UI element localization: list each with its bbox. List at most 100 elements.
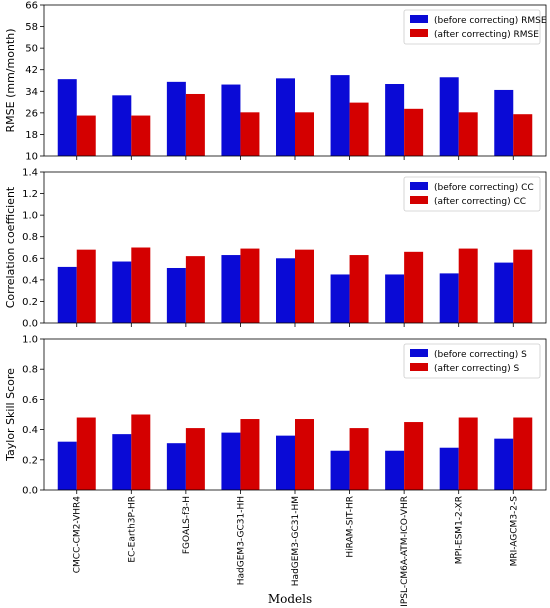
legend-swatch-before bbox=[410, 349, 428, 357]
bar-after-8 bbox=[458, 112, 478, 156]
legend-entry-after: (after correcting) S bbox=[434, 364, 519, 374]
y-tick-label: 0.0 bbox=[22, 319, 38, 330]
y-tick-label: 58 bbox=[25, 22, 38, 33]
legend-entry-before: (before correcting) CC bbox=[434, 183, 534, 193]
bar-after-1 bbox=[76, 115, 96, 156]
legend-entry-before: (before correcting) RMSE bbox=[434, 16, 547, 26]
bar-before-2 bbox=[112, 95, 132, 156]
bar-after-3 bbox=[185, 256, 205, 323]
legend-swatch-before bbox=[410, 182, 428, 190]
legend-swatch-after bbox=[410, 29, 428, 37]
bar-after-2 bbox=[131, 247, 151, 323]
y-tick-label: 0.0 bbox=[22, 486, 38, 497]
bar-before-1 bbox=[57, 441, 77, 490]
bar-before-1 bbox=[57, 266, 77, 323]
y-tick-label: 34 bbox=[25, 87, 38, 98]
y-tick-label: 0.8 bbox=[22, 232, 38, 243]
bar-after-1 bbox=[76, 417, 96, 490]
bar-after-9 bbox=[513, 249, 533, 323]
legend: (before correcting) CC (after correcting)… bbox=[403, 176, 541, 212]
bar-before-8 bbox=[439, 273, 459, 323]
bar-before-9 bbox=[494, 262, 514, 323]
panel-3: 0.0 0.2 0.4 0.6 0.8 1.0 Taylor Skill Score (bef… bbox=[4, 335, 547, 497]
x-tick-label: IPSL-CM6A-ATM-ICO-VHR bbox=[400, 496, 410, 607]
y-tick-label: 1.2 bbox=[22, 189, 38, 200]
x-tick-label: CMCC-CM2-VHR4 bbox=[73, 496, 83, 574]
bar-after-6 bbox=[349, 428, 369, 490]
bar-before-9 bbox=[494, 438, 514, 490]
bar-before-4 bbox=[221, 432, 241, 490]
bar-before-6 bbox=[330, 75, 350, 156]
bar-before-3 bbox=[166, 443, 186, 490]
legend-entry-before: (before correcting) S bbox=[434, 350, 527, 360]
bar-before-8 bbox=[439, 77, 459, 156]
legend-box bbox=[403, 176, 541, 212]
legend-entry-after: (after correcting) RMSE bbox=[434, 30, 539, 40]
bar-after-4 bbox=[240, 112, 260, 156]
bar-before-8 bbox=[439, 447, 459, 490]
x-tick-label: EC-Earth3P-HR bbox=[127, 496, 137, 563]
y-tick-label: 18 bbox=[25, 130, 38, 141]
y-tick-label: 10 bbox=[25, 152, 38, 163]
y-axis-label: Correlation coefficient bbox=[4, 186, 17, 308]
bar-after-4 bbox=[240, 248, 260, 323]
bar-before-6 bbox=[330, 274, 350, 323]
panel-1: 10 18 26 34 42 50 58 66 RMSE (mm/month) (before c… bbox=[4, 1, 547, 163]
bar-before-6 bbox=[330, 450, 350, 490]
y-tick-label: 26 bbox=[25, 108, 38, 119]
bar-before-5 bbox=[276, 435, 295, 490]
x-tick-label: HadGEM3-GC31-HH bbox=[236, 496, 246, 585]
y-tick-label: 1.0 bbox=[22, 335, 38, 346]
y-tick-label: 0.8 bbox=[22, 365, 38, 376]
y-tick-label: 0.6 bbox=[22, 395, 38, 406]
bar-after-5 bbox=[295, 419, 314, 490]
bar-after-7 bbox=[404, 108, 424, 156]
bar-after-1 bbox=[76, 249, 96, 323]
bar-after-7 bbox=[404, 422, 424, 490]
bar-before-7 bbox=[385, 274, 405, 323]
y-tick-label: 50 bbox=[25, 44, 38, 55]
legend-box bbox=[403, 9, 541, 45]
bar-after-3 bbox=[185, 428, 205, 490]
y-tick-label: 1.0 bbox=[22, 211, 38, 222]
bar-before-9 bbox=[494, 89, 514, 156]
y-axis-label: RMSE (mm/month) bbox=[4, 29, 17, 133]
bar-after-6 bbox=[349, 255, 369, 323]
legend-box bbox=[403, 343, 541, 379]
y-tick-label: 0.2 bbox=[22, 455, 38, 466]
x-tick-label: MPI-ESM1-2-XR bbox=[455, 496, 465, 564]
legend-swatch-after bbox=[410, 196, 428, 204]
y-tick-label: 42 bbox=[25, 65, 38, 76]
bar-after-8 bbox=[458, 417, 478, 490]
legend-entry-after: (after correcting) CC bbox=[434, 197, 526, 207]
bar-after-7 bbox=[404, 251, 424, 323]
x-tick-label: HiRAM-SIT-HR bbox=[346, 496, 356, 558]
bar-after-9 bbox=[513, 114, 533, 156]
legend-swatch-after bbox=[410, 363, 428, 371]
bar-before-2 bbox=[112, 434, 132, 490]
bar-before-5 bbox=[276, 258, 295, 323]
legend: (before correcting) RMSE (after correctin… bbox=[403, 9, 547, 45]
legend: (before correcting) S (after correcting) … bbox=[403, 343, 541, 379]
x-tick-label: HadGEM3-GC31-HM bbox=[291, 496, 301, 586]
bar-after-3 bbox=[185, 93, 205, 156]
y-axis-label: Taylor Skill Score bbox=[4, 368, 17, 462]
y-tick-label: 0.6 bbox=[22, 254, 38, 265]
bar-after-2 bbox=[131, 115, 151, 156]
bar-after-4 bbox=[240, 419, 260, 490]
bar-after-5 bbox=[295, 249, 314, 323]
bar-after-5 bbox=[295, 112, 314, 156]
x-axis-label: Models bbox=[268, 592, 312, 606]
bar-before-4 bbox=[221, 255, 241, 323]
y-tick-label: 1.4 bbox=[22, 168, 38, 179]
bar-before-3 bbox=[166, 81, 186, 156]
bar-before-3 bbox=[166, 267, 186, 323]
x-tick-label: FGOALS-f3-H bbox=[182, 496, 192, 554]
bar-before-5 bbox=[276, 78, 295, 156]
bar-before-7 bbox=[385, 84, 405, 156]
bar-after-6 bbox=[349, 102, 369, 156]
bar-before-4 bbox=[221, 84, 241, 156]
y-tick-label: 66 bbox=[25, 1, 38, 12]
legend-swatch-before bbox=[410, 15, 428, 23]
